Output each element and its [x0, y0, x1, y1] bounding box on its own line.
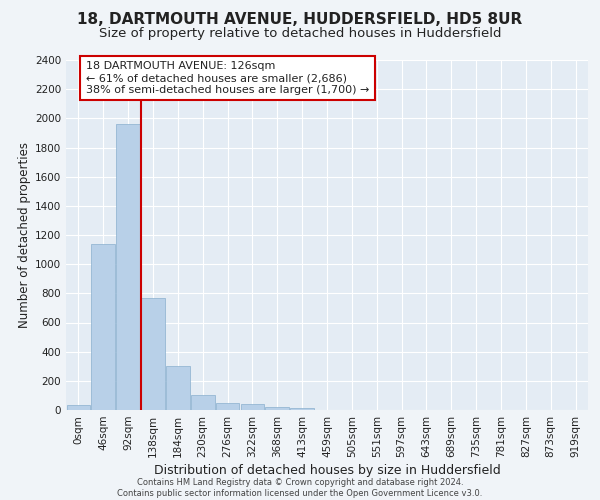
Bar	[141, 298, 165, 410]
Y-axis label: Number of detached properties: Number of detached properties	[18, 142, 31, 328]
Text: 18 DARTMOUTH AVENUE: 126sqm
← 61% of detached houses are smaller (2,686)
38% of : 18 DARTMOUTH AVENUE: 126sqm ← 61% of det…	[86, 62, 369, 94]
Text: 18, DARTMOUTH AVENUE, HUDDERSFIELD, HD5 8UR: 18, DARTMOUTH AVENUE, HUDDERSFIELD, HD5 …	[77, 12, 523, 28]
Bar	[116, 124, 140, 410]
Bar	[67, 405, 90, 410]
Text: Size of property relative to detached houses in Huddersfield: Size of property relative to detached ho…	[99, 28, 501, 40]
Bar	[166, 366, 190, 410]
Bar	[290, 408, 314, 410]
Bar	[265, 407, 289, 410]
Bar	[241, 404, 264, 410]
Bar	[216, 403, 239, 410]
Bar	[91, 244, 115, 410]
Bar	[191, 396, 215, 410]
Text: Contains HM Land Registry data © Crown copyright and database right 2024.
Contai: Contains HM Land Registry data © Crown c…	[118, 478, 482, 498]
X-axis label: Distribution of detached houses by size in Huddersfield: Distribution of detached houses by size …	[154, 464, 500, 477]
